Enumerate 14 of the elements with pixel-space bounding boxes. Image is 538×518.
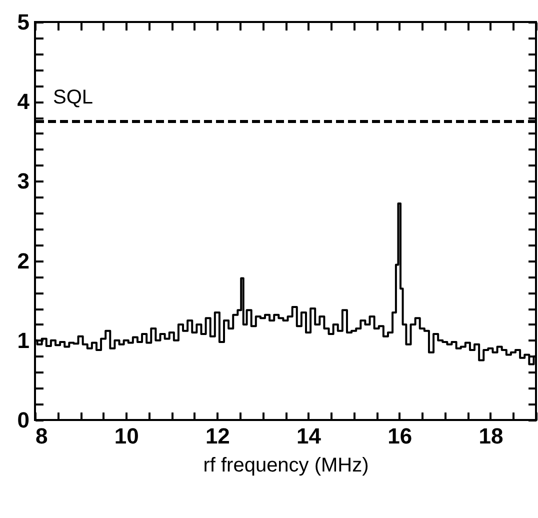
y-tick-label: 1: [17, 328, 30, 353]
x-tick-label: 14: [296, 424, 322, 448]
y-tick-label: 4: [17, 89, 30, 114]
x-tick-label: 8: [36, 424, 48, 448]
y-tick-label: 5: [17, 10, 30, 34]
x-tick-label: 16: [388, 424, 412, 448]
y-tick-label: 0: [17, 408, 30, 432]
x-tick-label: 12: [205, 424, 230, 448]
x-tick-label: 18: [478, 424, 504, 448]
y-tick-label: 3: [17, 168, 30, 194]
ref-line-label: SQL: [53, 86, 94, 108]
y-tick-label: 2: [17, 248, 30, 274]
x-tick-label: 10: [114, 424, 139, 448]
x-axis-title: rf frequency (MHz): [203, 454, 369, 476]
